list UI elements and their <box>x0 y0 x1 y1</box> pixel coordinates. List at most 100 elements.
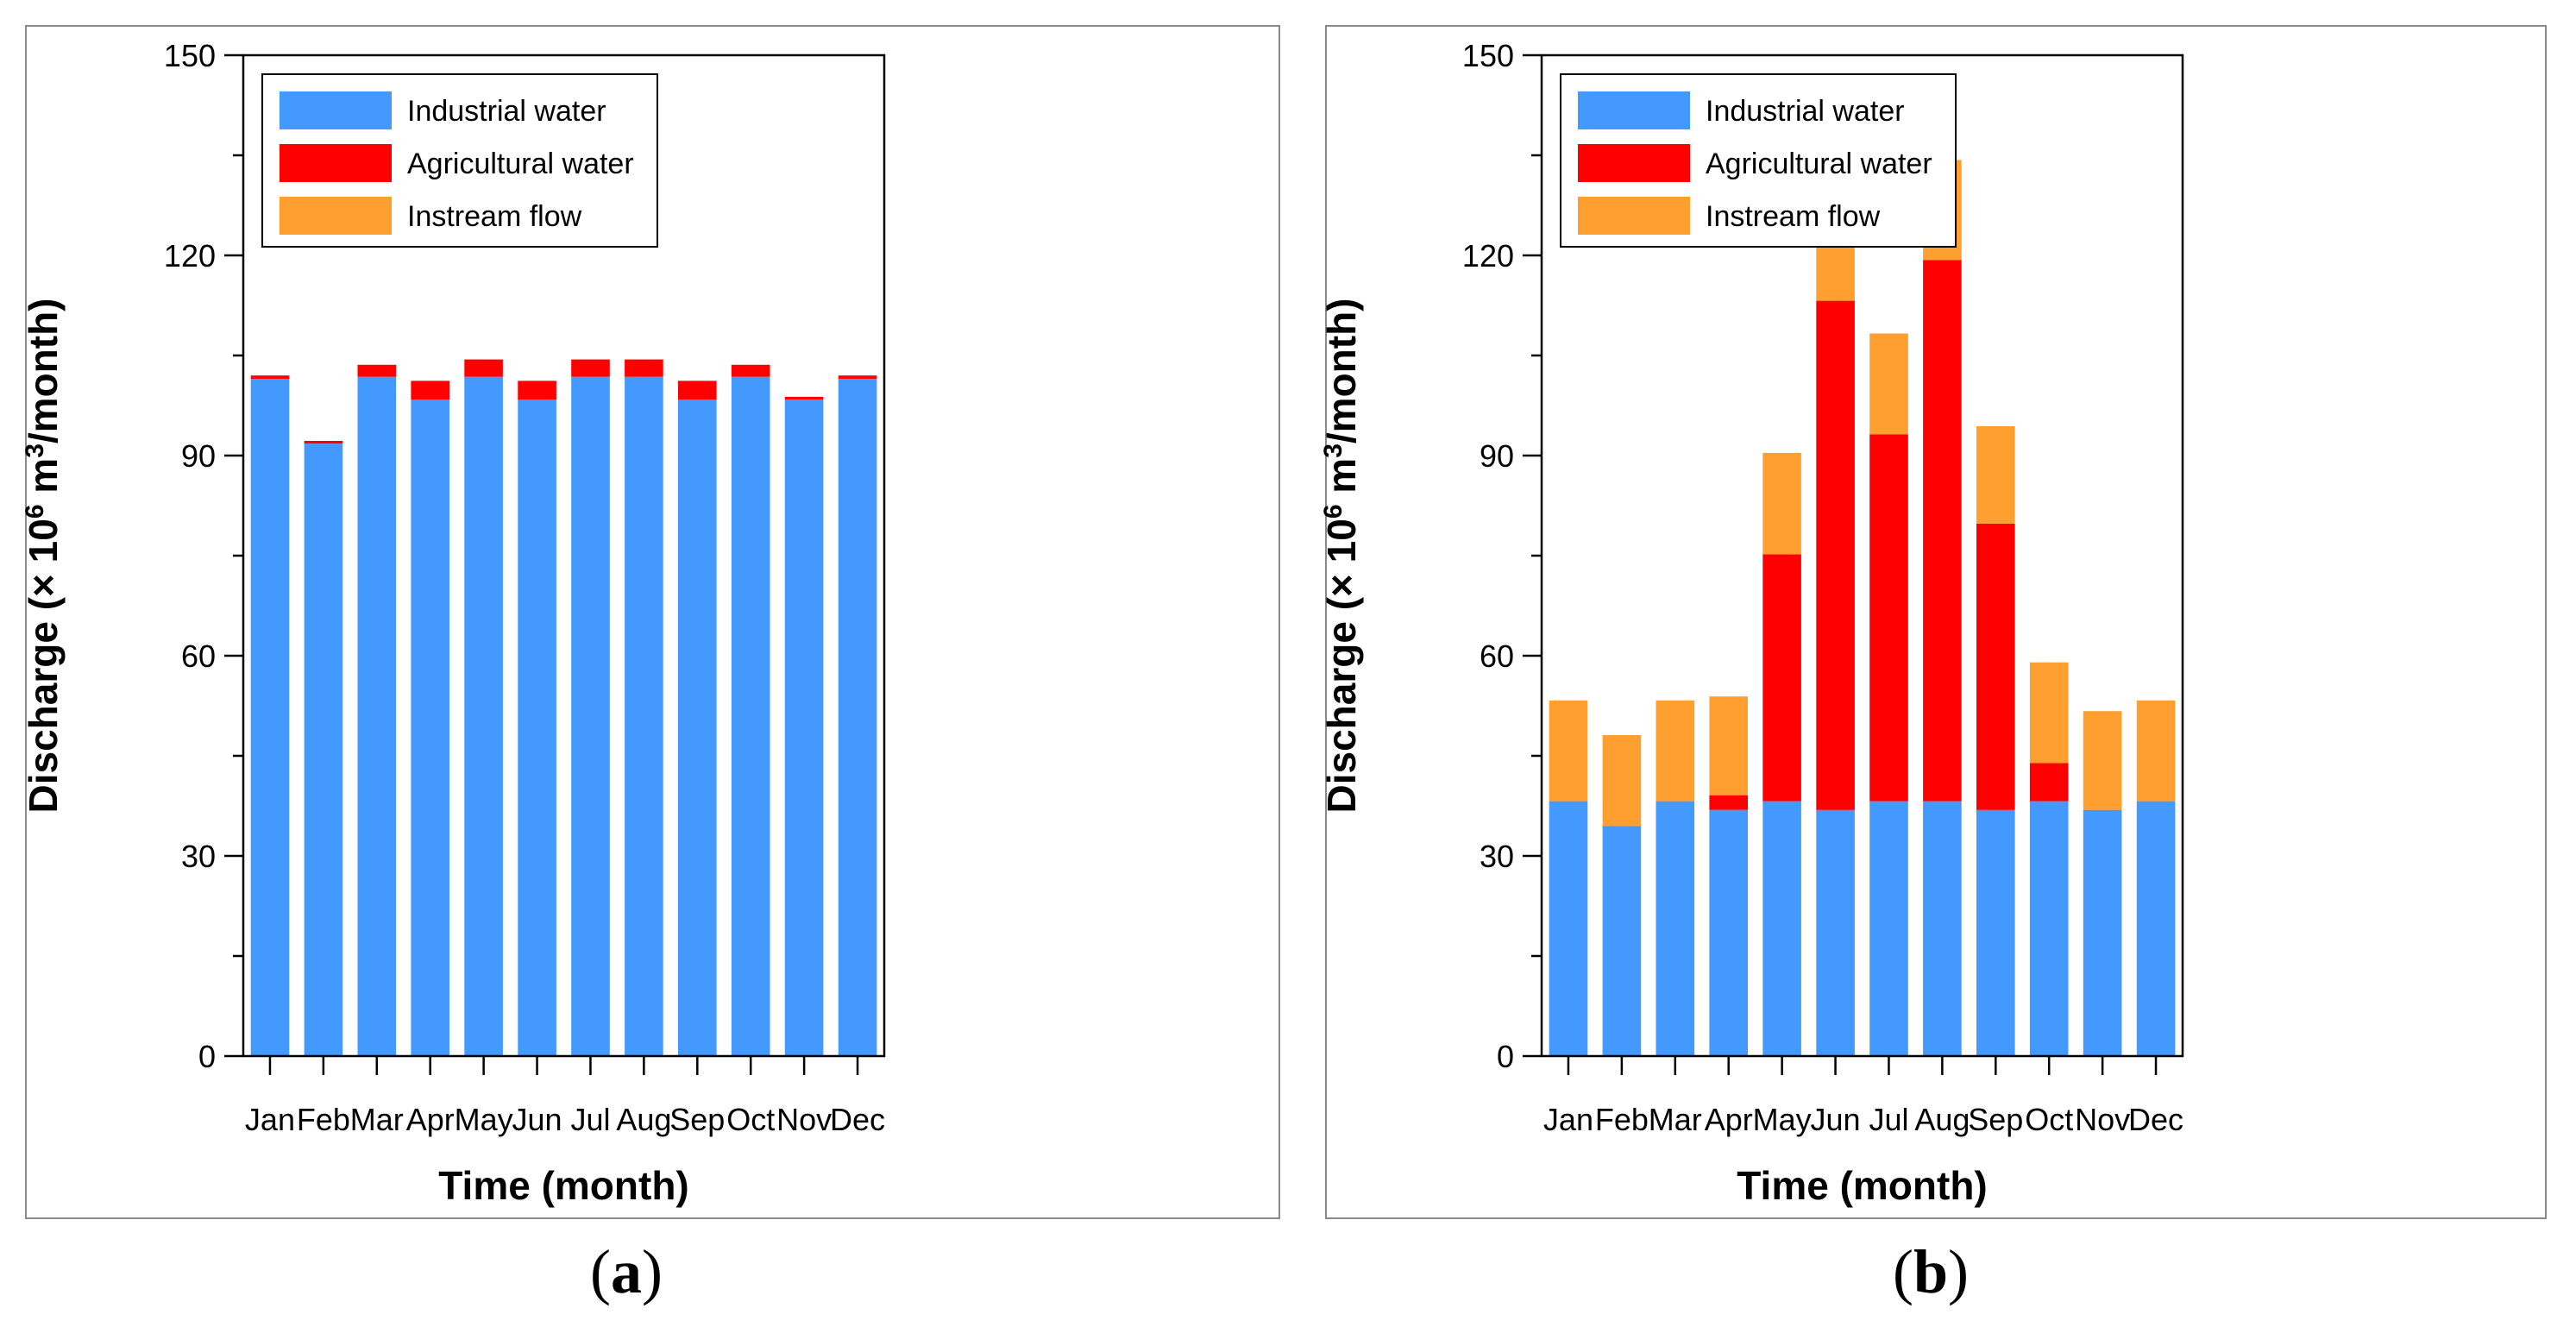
legend-label-agricultural-water: Agricultural water <box>1706 148 1932 180</box>
x-tick-label-jun: Jun <box>512 1102 562 1137</box>
bar-apr-agricultural-water <box>411 380 449 400</box>
legend: Industrial water Agricultural water Instre… <box>1560 73 1957 248</box>
bar-nov-agricultural-water <box>784 396 824 399</box>
legend-swatch-agricultural-water <box>280 144 392 182</box>
y-tick-label: 150 <box>1462 38 1514 73</box>
y-axis-title-part: m <box>1319 458 1364 505</box>
x-tick-label-jul: Jul <box>1869 1102 1908 1137</box>
bar-apr-industrial-water <box>1709 809 1748 1056</box>
bar-aug-agricultural-water <box>625 359 663 377</box>
bar-mar-industrial-water <box>357 376 397 1056</box>
legend-label-industrial-water: Industrial water <box>1706 95 1905 128</box>
bar-jan-industrial-water <box>1549 801 1588 1056</box>
y-tick-label: 30 <box>1480 839 1514 874</box>
panel-label-close: ) <box>642 1237 663 1306</box>
x-tick-label-mar: Mar <box>350 1102 404 1137</box>
bar-jun-agricultural-water <box>518 380 556 400</box>
y-tick-label: 60 <box>181 638 216 674</box>
bar-jun-industrial-water <box>1816 809 1855 1056</box>
bar-may-agricultural-water <box>1762 554 1801 802</box>
bar-aug-agricultural-water <box>1923 260 1962 802</box>
bar-apr-instream-flow <box>1709 696 1748 796</box>
x-tick-label-may: May <box>455 1102 513 1137</box>
bar-jul-industrial-water <box>1869 801 1908 1056</box>
y-tick-label: 60 <box>1480 638 1514 674</box>
bar-feb-industrial-water <box>1602 826 1642 1056</box>
panel-label: (a) <box>590 1237 663 1306</box>
y-axis-title-superscript: 3 <box>21 443 49 458</box>
legend-label-agricultural-water: Agricultural water <box>407 148 634 180</box>
bar-feb-instream-flow <box>1602 735 1642 827</box>
bar-may-industrial-water <box>1762 801 1801 1056</box>
bars <box>250 359 877 1057</box>
legend: Industrial water Agricultural water Instre… <box>261 73 658 248</box>
x-tick-label-dec: Dec <box>2128 1102 2183 1137</box>
x-tick-label-dec: Dec <box>830 1102 885 1137</box>
bar-oct-instream-flow <box>2029 662 2069 764</box>
bar-jan-industrial-water <box>250 379 290 1057</box>
y-axis-title-part: m <box>21 458 66 505</box>
bar-sep-industrial-water <box>1976 809 2015 1056</box>
y-tick-label: 150 <box>164 38 216 73</box>
x-tick-label-mar: Mar <box>1649 1102 1702 1137</box>
y-tick-label: 120 <box>1462 238 1514 274</box>
x-tick-label-jan: Jan <box>1543 1102 1593 1137</box>
bar-sep-agricultural-water <box>678 380 717 400</box>
y-axis: 0 30 60 90 120 150 <box>164 38 243 1074</box>
bar-jun-agricultural-water <box>1816 300 1855 810</box>
legend-label-instream-flow: Instream flow <box>407 200 582 233</box>
bar-dec-agricultural-water <box>838 375 877 380</box>
y-axis-title-part: /month) <box>1319 298 1364 443</box>
bar-jul-agricultural-water <box>1869 434 1908 802</box>
legend-label-instream-flow: Instream flow <box>1706 200 1881 233</box>
bars <box>1549 160 2176 1056</box>
x-tick-label-feb: Feb <box>1595 1102 1649 1137</box>
bar-may-instream-flow <box>1762 452 1801 555</box>
bar-oct-agricultural-water <box>2029 763 2069 802</box>
x-tick-label-oct: Oct <box>726 1102 775 1137</box>
bar-feb-agricultural-water <box>304 441 343 444</box>
legend-label-industrial-water: Industrial water <box>407 95 606 128</box>
bar-jul-agricultural-water <box>571 359 610 377</box>
bar-dec-industrial-water <box>2136 801 2176 1056</box>
bar-mar-industrial-water <box>1656 801 1695 1056</box>
bar-jul-instream-flow <box>1869 333 1908 435</box>
x-tick-label-apr: Apr <box>406 1102 455 1137</box>
bar-apr-industrial-water <box>411 399 449 1056</box>
x-axis-title: Time (month) <box>1737 1163 1987 1208</box>
bar-dec-instream-flow <box>2136 700 2176 802</box>
x-tick-label-may: May <box>1753 1102 1812 1137</box>
panel-label-close: ) <box>1948 1237 1969 1306</box>
x-tick-label-jun: Jun <box>1811 1102 1861 1137</box>
y-axis-title-superscript: 3 <box>1319 443 1348 458</box>
bar-aug-industrial-water <box>1923 801 1962 1056</box>
y-tick-label: 0 <box>1497 1039 1514 1074</box>
panel-label-open: ( <box>1893 1237 1913 1306</box>
x-tick-label-sep: Sep <box>1968 1102 2023 1137</box>
bar-jul-industrial-water <box>571 376 610 1056</box>
y-axis-title: Discharge (× 106 m3/month) <box>1319 298 1365 813</box>
bar-dec-industrial-water <box>838 379 877 1057</box>
bar-sep-instream-flow <box>1976 426 2015 524</box>
y-tick-label: 120 <box>164 238 216 274</box>
x-tick-label-sep: Sep <box>669 1102 725 1137</box>
panel-label-letter: a <box>611 1237 642 1306</box>
panel-label-open: ( <box>590 1237 611 1306</box>
panel-label-letter: b <box>1913 1237 1948 1306</box>
legend-swatch-instream-flow <box>1578 197 1690 235</box>
y-axis-title-part: Discharge (× 10 <box>21 519 66 813</box>
bar-mar-instream-flow <box>1656 700 1695 802</box>
y-axis-title: Discharge (× 106 m3/month) <box>21 298 66 813</box>
panel-frame <box>25 25 1280 1219</box>
x-tick-label-aug: Aug <box>616 1102 671 1137</box>
panel-frame <box>1325 25 2547 1219</box>
bar-jan-instream-flow <box>1549 700 1588 802</box>
bar-oct-agricultural-water <box>731 364 770 377</box>
legend-swatch-instream-flow <box>280 197 392 235</box>
bar-feb-industrial-water <box>304 443 343 1056</box>
x-tick-label-nov: Nov <box>776 1102 832 1137</box>
